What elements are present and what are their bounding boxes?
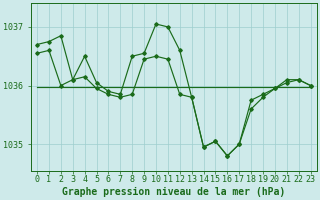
X-axis label: Graphe pression niveau de la mer (hPa): Graphe pression niveau de la mer (hPa) <box>62 186 285 197</box>
